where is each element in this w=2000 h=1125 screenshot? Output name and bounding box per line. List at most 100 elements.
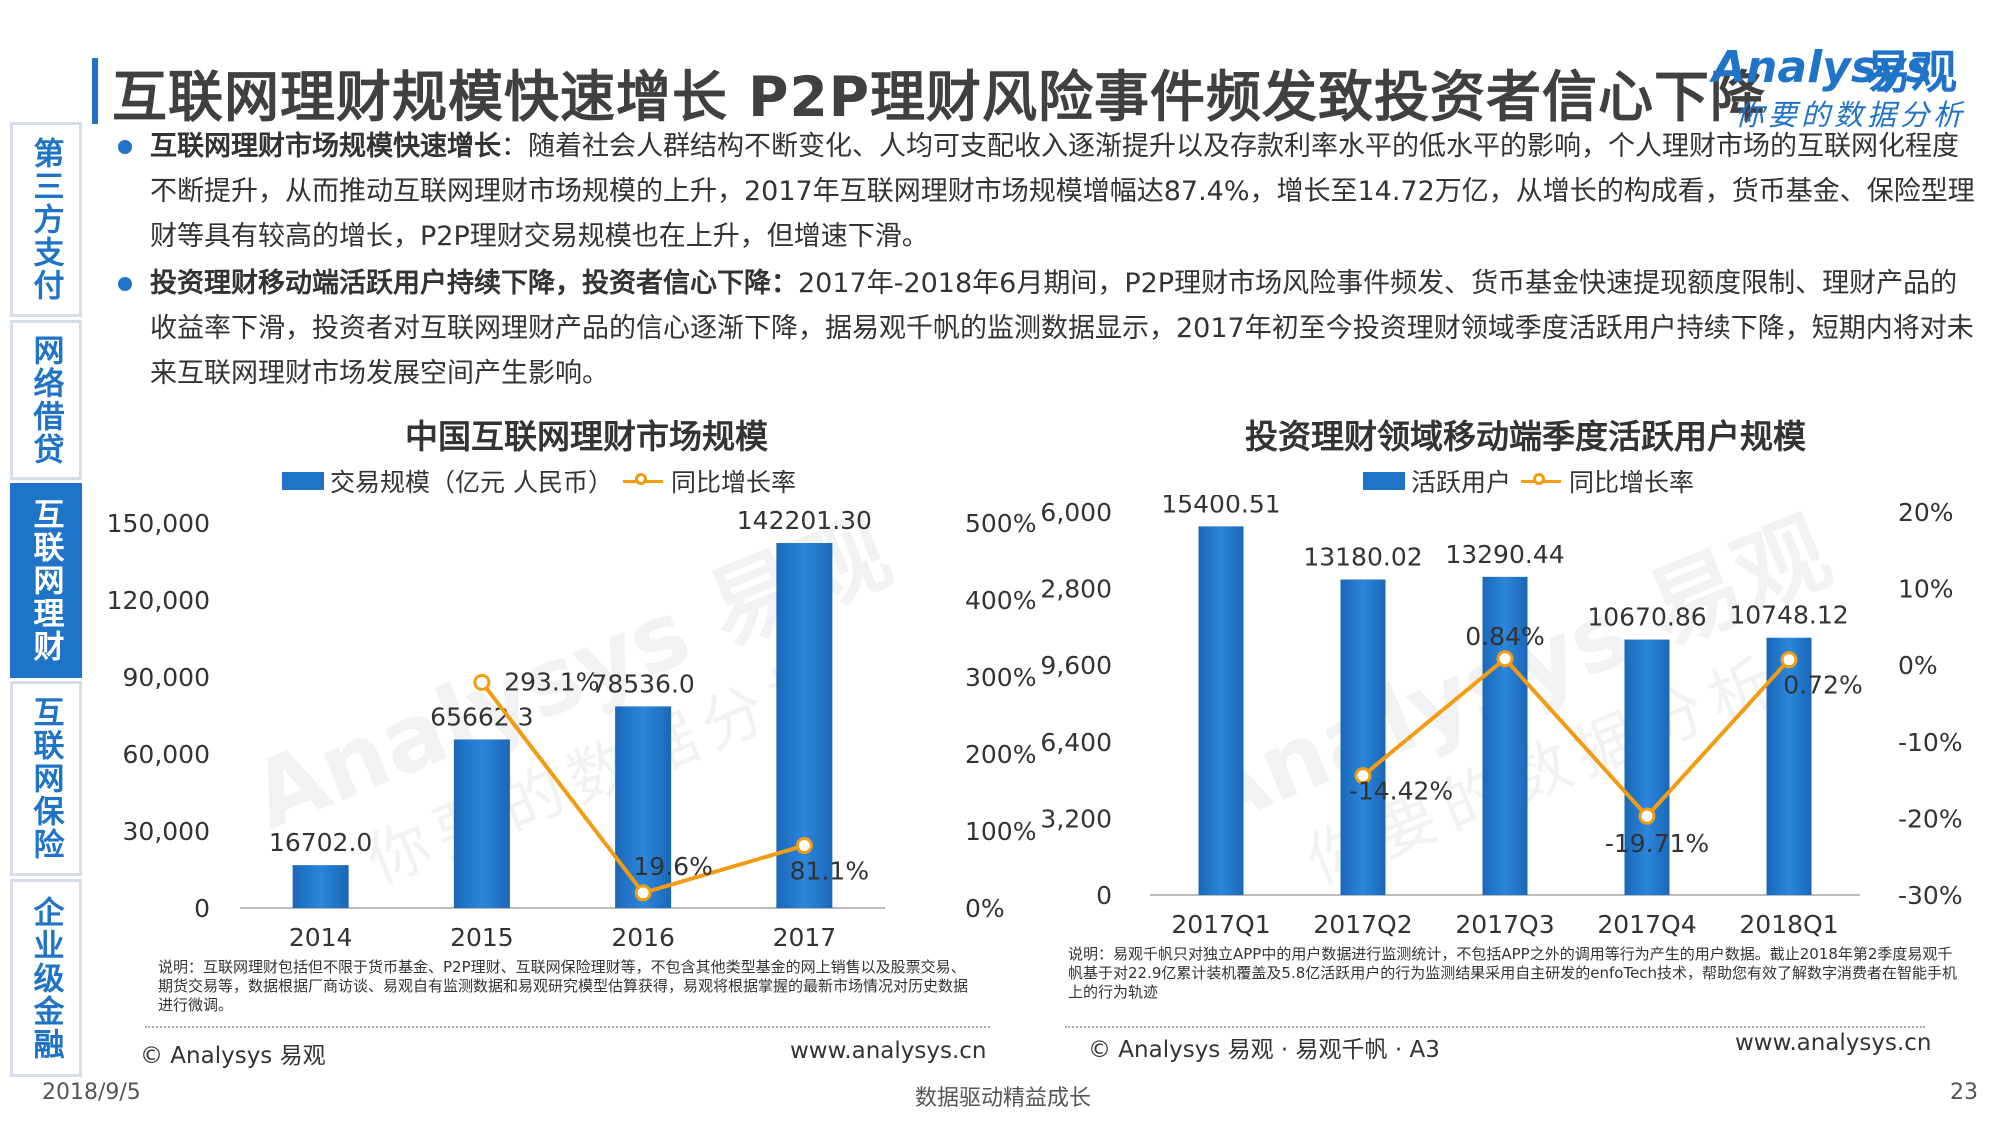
chart-legend: 活跃用户 同比增长率 [1363,463,1694,499]
bar-value-label: 13290.44 [1445,540,1564,569]
bar-value-label: 10670.86 [1587,603,1706,632]
y-left-tick-label: 0 [194,894,210,923]
growth-point [1496,650,1514,668]
y-left-tick-label: 90,000 [123,663,210,692]
growth-point [634,884,652,902]
y-left-tick-label: 16,000 [1040,498,1112,527]
bar [1482,576,1528,895]
page-title: 互联网理财规模快速增长 P2P理财风险事件频发致投资者信心下降 [112,65,1767,129]
y-right-tick-label: 0% [965,894,1005,923]
y-left-tick-label: 30,000 [123,817,210,846]
x-tick-label: 2017 [773,923,837,952]
chart-note: 说明：易观千帆只对独立APP中的用户数据进行监测统计，不包括APP之外的调用等行… [1068,945,1958,1001]
y-left-tick-label: 6,400 [1040,728,1112,757]
y-right-tick-label: 20% [1898,498,1954,527]
sidebar-item-third-party-payment[interactable]: 第三方支付 [10,122,82,317]
x-tick-label: 2017Q3 [1455,910,1554,939]
growth-point [1354,767,1372,785]
y-left-tick-label: 0 [1096,881,1112,910]
x-tick-label: 2015 [450,923,514,952]
legend-bar-swatch [282,472,324,490]
logo-brand-cn: 易观 [1865,45,1957,99]
y-left-tick-label: 120,000 [107,586,210,615]
chart-title: 投资理财领域移动端季度活跃用户规模 [1245,417,1806,456]
bar-value-label: 16702.0 [269,828,372,857]
y-left-tick-label: 12,800 [1040,575,1112,604]
x-tick-label: 2017Q1 [1171,910,1270,939]
footer-date: 2018/9/5 [42,1080,141,1105]
bar [1198,526,1244,895]
sidebar-item-label: 互联网理财 [27,498,64,663]
y-left-tick-label: 60,000 [123,740,210,769]
growth-value-label: 19.6% [633,852,712,881]
growth-value-label: 0.72% [1783,671,1862,700]
page-number: 23 [1950,1080,1978,1105]
chart-market-scale: 0 30,000 60,000 90,000 120,000 150,000 0% 100% 2… [107,506,1037,952]
y-right-tick-label: -30% [1898,881,1963,910]
y-right-tick-label: 0% [1898,651,1938,680]
x-tick-label: 2014 [289,923,353,952]
x-tick-label: 2017Q4 [1597,910,1696,939]
bullet-heading: 互联网理财市场规模快速增长 [150,131,501,162]
sidebar-item-label: 企业级金融 [27,895,64,1061]
y-right-tick-label: 400% [965,586,1036,615]
legend-label: 同比增长率 [670,468,796,497]
x-tick-label: 2018Q1 [1739,910,1838,939]
chart-legend: 交易规模（亿元 人民币） 同比增长率 [282,463,796,499]
sidebar-item-label: 第三方支付 [27,137,64,302]
growth-value-label: -14.42% [1349,777,1453,806]
chart-active-users: 0 3,200 6,400 9,600 12,800 16,000 -30% -20% -10%… [1040,495,1963,939]
bar-value-label: 10748.12 [1729,601,1848,630]
y-right-tick-label: 10% [1898,575,1954,604]
chart-note: 说明：互联网理财包括但不限于货币基金、P2P理财、互联网保险理财等，不包含其他类… [158,958,969,1014]
legend-line-swatch [622,472,663,485]
x-tick-label: 2017Q2 [1313,910,1412,939]
bar [1766,637,1812,895]
growth-point [473,673,491,691]
growth-line [1361,656,1791,820]
growth-value-label: 81.1% [790,857,869,886]
bar-value-label: 15400.51 [1161,495,1280,518]
divider [145,1026,990,1028]
sidebar-item-internet-wealth[interactable]: 互联网理财 [10,483,82,678]
y-left-tick-label: 9,600 [1040,651,1112,680]
footer-slogan: 数据驱动精益成长 [915,1086,1092,1111]
bar [615,706,672,908]
bar [453,739,510,908]
source-site: www.analysys.cn [1735,1030,1932,1056]
bullet-icon [118,277,132,291]
bullet-paragraph-1: 互联网理财市场规模快速增长：随着社会人群结构不断变化、人均可支配收入逐渐提升以及… [150,124,1980,259]
source-label: © Analysys 易观 · 易观千帆 · A3 [1088,1037,1440,1063]
sidebar-item-internet-insurance[interactable]: 互联网保险 [10,681,82,876]
y-right-tick-label: -10% [1898,728,1963,757]
y-right-tick-label: 200% [965,740,1036,769]
title-accent-bar [92,58,98,124]
bullet-paragraph-2: 投资理财移动端活跃用户持续下降，投资者信心下降：2017年-2018年6月期间，… [150,261,1980,396]
bar-value-label: 78536.0 [591,669,694,698]
legend-label: 同比增长率 [1569,468,1695,497]
bar-value-label: 142201.30 [737,506,872,535]
legend-label: 交易规模（亿元 人民币） [330,468,613,497]
y-right-tick-label: 100% [965,817,1036,846]
source-label: © Analysys 易观 [140,1043,326,1069]
bullet-icon [118,140,132,154]
bullet-heading: 投资理财移动端活跃用户持续下降，投资者信心下降： [150,268,798,299]
sidebar-item-enterprise-finance[interactable]: 企业级金融 [10,879,82,1077]
growth-value-label: 0.84% [1465,622,1544,651]
bullet-text: 2017年-2018年6月期间，P2P理财市场风险事件频发、货币基金快速提现额度… [150,268,1974,389]
sidebar-item-label: 互联网保险 [27,696,64,861]
section-sidebar: 第三方支付 网络借贷 互联网理财 互联网保险 企业级金融 [10,122,82,1077]
growth-point [795,837,813,855]
sidebar-item-online-lending[interactable]: 网络借贷 [10,320,82,480]
source-site: www.analysys.cn [790,1038,987,1064]
legend-label: 活跃用户 [1411,468,1512,497]
bar [292,865,349,908]
logo-slogan: 你要的数据分析 [1735,98,1967,132]
bar [1340,579,1386,895]
growth-point [1638,807,1656,825]
bullet-text: ：随着社会人群结构不断变化、人均可支配收入逐渐提升以及存款利率水平的低水平的影响… [150,131,1975,252]
chart-title: 中国互联网理财市场规模 [405,417,768,456]
legend-bar-swatch [1363,472,1405,490]
growth-point [1780,651,1798,669]
growth-value-label: 293.1% [504,667,599,696]
